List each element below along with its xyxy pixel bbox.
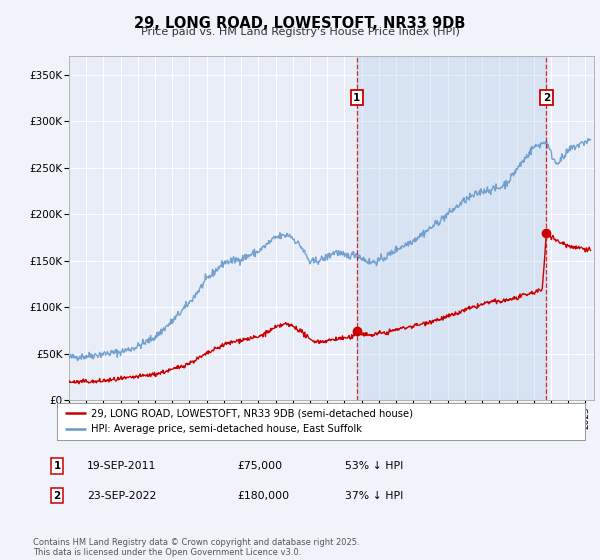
Text: 29, LONG ROAD, LOWESTOFT, NR33 9DB: 29, LONG ROAD, LOWESTOFT, NR33 9DB: [134, 16, 466, 31]
Text: £75,000: £75,000: [237, 461, 282, 471]
Text: 37% ↓ HPI: 37% ↓ HPI: [345, 491, 403, 501]
Text: 2: 2: [53, 491, 61, 501]
Text: 23-SEP-2022: 23-SEP-2022: [87, 491, 157, 501]
Text: Price paid vs. HM Land Registry's House Price Index (HPI): Price paid vs. HM Land Registry's House …: [140, 27, 460, 37]
Text: 29, LONG ROAD, LOWESTOFT, NR33 9DB (semi-detached house): 29, LONG ROAD, LOWESTOFT, NR33 9DB (semi…: [91, 408, 413, 418]
Text: 2: 2: [542, 93, 550, 103]
Bar: [357, 56, 547, 400]
Text: Contains HM Land Registry data © Crown copyright and database right 2025.
This d: Contains HM Land Registry data © Crown c…: [33, 538, 359, 557]
Text: 19-SEP-2011: 19-SEP-2011: [87, 461, 157, 471]
Text: 1: 1: [53, 461, 61, 471]
Text: 1: 1: [353, 93, 361, 103]
Text: 53% ↓ HPI: 53% ↓ HPI: [345, 461, 403, 471]
Text: £180,000: £180,000: [237, 491, 289, 501]
Text: HPI: Average price, semi-detached house, East Suffolk: HPI: Average price, semi-detached house,…: [91, 424, 362, 435]
